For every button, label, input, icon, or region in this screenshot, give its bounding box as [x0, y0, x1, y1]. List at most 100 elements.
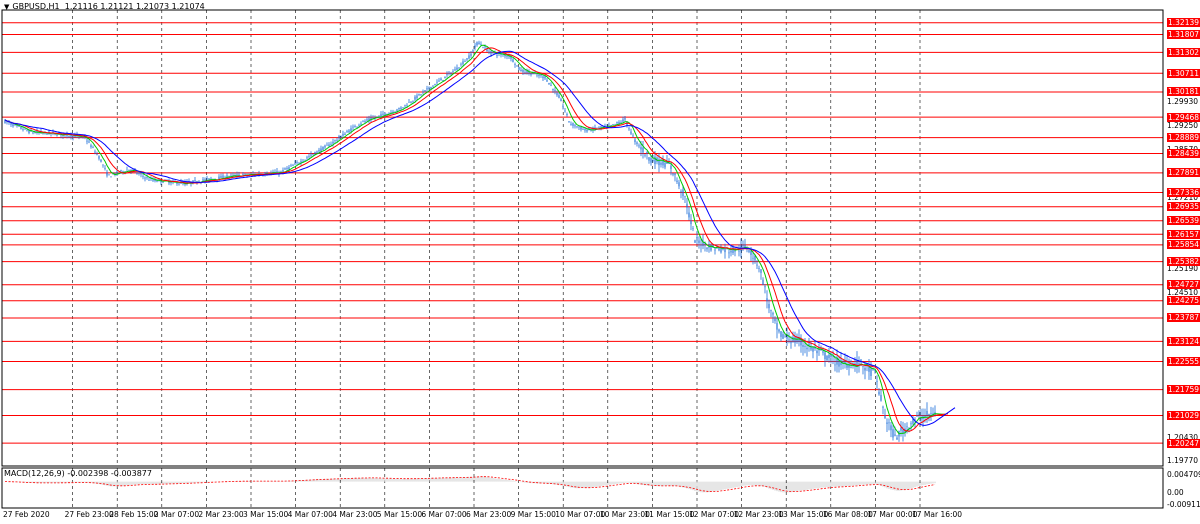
candle-body: [692, 228, 694, 230]
candle-body: [762, 279, 764, 285]
candle-body: [218, 176, 220, 180]
candle-body: [828, 354, 830, 359]
candle-body: [410, 102, 412, 103]
candle-body: [566, 114, 568, 116]
candle-body: [812, 347, 814, 352]
level-label: 1.28439: [1167, 149, 1200, 159]
candle-body: [574, 125, 576, 127]
candle-body: [648, 157, 650, 161]
candle-body: [460, 63, 462, 65]
candle-body: [452, 71, 454, 72]
candle-body: [850, 367, 852, 369]
candle-body: [576, 126, 578, 128]
candle-body: [434, 84, 436, 86]
candle-body: [512, 59, 514, 62]
candle-body: [674, 173, 676, 176]
candle-body: [46, 133, 48, 135]
candle-body: [94, 151, 96, 153]
candle-body: [684, 196, 686, 198]
candle-body: [732, 247, 734, 254]
candle-body: [360, 123, 362, 125]
time-label: 5 Mar 15:00: [376, 510, 423, 519]
macd-title: MACD(12,26,9): [4, 469, 65, 478]
candle-body: [660, 162, 662, 165]
level-label: 1.23124: [1167, 336, 1200, 346]
candle-body: [632, 135, 634, 137]
candle-body: [846, 363, 848, 368]
price-tick-label: 1.19770: [1167, 455, 1199, 465]
time-label: 4 Mar 07:00: [287, 510, 333, 519]
candle-body: [584, 128, 586, 131]
candle-body: [814, 347, 816, 349]
candle-body: [144, 177, 146, 179]
candle-body: [530, 73, 532, 75]
candle-body: [680, 191, 682, 193]
candle-body: [28, 130, 30, 134]
candle-body: [864, 367, 866, 371]
candle-body: [758, 268, 760, 269]
candle-body: [776, 323, 778, 330]
candle-body: [186, 181, 188, 184]
candle-body: [226, 175, 228, 178]
level-label: 1.25382: [1167, 257, 1200, 267]
candle-body: [844, 361, 846, 364]
candle-body: [688, 212, 690, 218]
candle-body: [108, 174, 110, 176]
candle-body: [826, 355, 828, 361]
candle-body: [610, 125, 612, 126]
candle-body: [404, 104, 406, 106]
candle-body: [798, 337, 800, 342]
candle-body: [158, 179, 160, 180]
candle-body: [800, 339, 802, 346]
candle-body: [752, 257, 754, 259]
level-label: 1.32139: [1167, 18, 1200, 28]
level-label: 1.25854: [1167, 240, 1200, 250]
candle-body: [862, 365, 864, 367]
candle-body: [646, 151, 648, 154]
candle-body: [868, 366, 870, 372]
candle-body: [548, 82, 550, 85]
candle-body: [638, 145, 640, 147]
candle-body: [388, 113, 390, 115]
candle-body: [306, 157, 308, 159]
low-value: 1.21073: [136, 2, 170, 11]
candle-body: [156, 180, 158, 182]
candle-body: [202, 179, 204, 181]
candle-body: [364, 121, 366, 122]
candle-body: [554, 90, 556, 92]
candle-body: [542, 76, 544, 79]
candle-body: [668, 163, 670, 165]
candle-body: [906, 426, 908, 428]
candle-body: [346, 131, 348, 133]
support-resistance-levels: [2, 22, 1163, 444]
candle-body: [418, 93, 420, 95]
candle-body: [210, 178, 212, 180]
level-label: 1.31807: [1167, 29, 1200, 39]
level-label: 1.20247: [1167, 438, 1200, 448]
candle-body: [106, 172, 108, 176]
candle-body: [808, 343, 810, 346]
candle-body: [556, 92, 558, 96]
candle-body: [772, 313, 774, 315]
candle-body: [430, 86, 432, 89]
candle-body: [742, 245, 744, 247]
candle-body: [644, 154, 646, 156]
candle-body: [522, 69, 524, 72]
candle-body: [764, 286, 766, 288]
triangle-down-icon[interactable]: ▼: [4, 3, 10, 11]
candle-body: [722, 248, 724, 250]
symbol-label: GBPUSD,H1: [12, 2, 60, 11]
level-label: 1.21029: [1167, 410, 1200, 420]
candle-body: [426, 88, 428, 90]
candle-body: [480, 44, 482, 45]
level-label: 1.26935: [1167, 202, 1200, 212]
macd-scale-top: 0.004709: [1167, 470, 1200, 479]
candle-body: [322, 146, 324, 150]
candle-body: [780, 331, 782, 337]
time-label: 2 Mar 23:00: [198, 510, 244, 519]
candle-body: [546, 80, 548, 82]
candle-body: [562, 105, 564, 107]
candle-body: [650, 158, 652, 163]
